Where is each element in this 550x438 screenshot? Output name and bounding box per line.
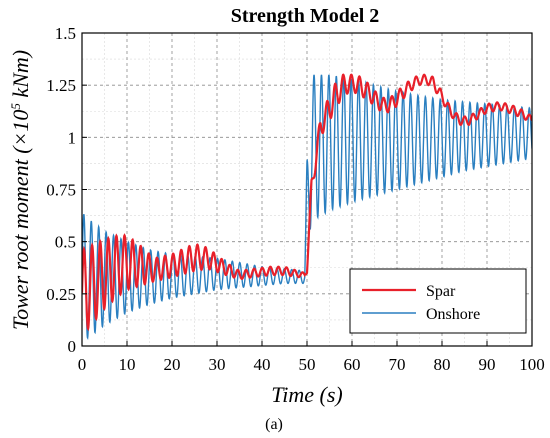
x-tick-label: 0 (78, 355, 87, 374)
y-tick-label: 0.25 (46, 285, 76, 304)
series-line-spar (82, 73, 532, 332)
x-tick-label: 80 (434, 355, 451, 374)
y-tick-label: 0 (68, 337, 77, 356)
y-axis-label-main: Tower root moment (×10 (8, 110, 33, 330)
x-tick-label: 40 (254, 355, 271, 374)
y-axis-label: Tower root moment (×105 kNm) (8, 50, 33, 330)
chart-title: Strength Model 2 (231, 5, 380, 27)
x-axis-ticks: 0 10 20 30 40 50 60 70 80 90 100 (78, 341, 545, 374)
y-tick-label: 1.5 (55, 24, 76, 43)
x-tick-label: 30 (209, 355, 226, 374)
y-tick-label: 1 (68, 128, 77, 147)
y-tick-label: 0.75 (46, 181, 76, 200)
legend: Spar Onshore (349, 268, 527, 334)
y-tick-label: 0.5 (55, 233, 76, 252)
x-tick-label: 70 (389, 355, 406, 374)
x-tick-label: 60 (344, 355, 361, 374)
x-tick-label: 90 (479, 355, 496, 374)
x-tick-label: 50 (299, 355, 316, 374)
y-tick-label: 1.25 (46, 76, 76, 95)
legend-box (349, 268, 527, 334)
x-tick-label: 10 (119, 355, 136, 374)
figure-caption: (a) (265, 416, 283, 433)
y-axis-ticks: 0 0.25 0.5 0.75 1 1.25 1.5 (46, 24, 87, 356)
x-tick-label: 20 (164, 355, 181, 374)
y-axis-label-exponent: 5 (8, 103, 23, 110)
x-axis-label: Time (s) (271, 382, 343, 407)
x-tick-label: 100 (519, 355, 545, 374)
legend-label-onshore: Onshore (426, 306, 480, 323)
y-axis-label-unit: kNm) (8, 50, 33, 103)
legend-label-spar: Spar (426, 283, 456, 300)
